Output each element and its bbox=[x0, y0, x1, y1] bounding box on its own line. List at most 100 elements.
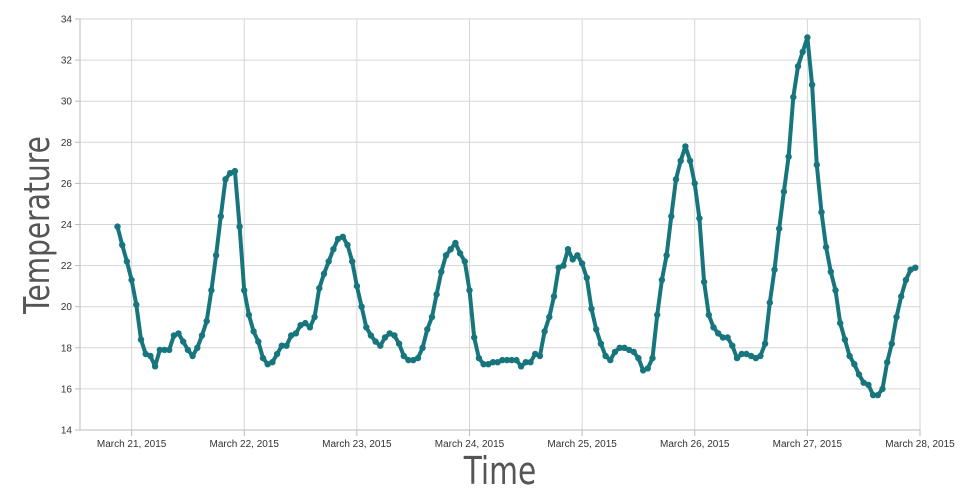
data-point bbox=[212, 252, 220, 259]
data-point bbox=[865, 381, 872, 388]
data-point bbox=[128, 276, 135, 284]
data-point bbox=[245, 311, 253, 319]
data-point bbox=[428, 313, 436, 321]
data-point bbox=[456, 250, 464, 257]
data-point bbox=[700, 278, 708, 286]
data-point bbox=[855, 371, 863, 378]
data-point bbox=[569, 256, 576, 263]
data-point bbox=[672, 176, 680, 183]
series-line bbox=[115, 35, 918, 398]
data-point bbox=[137, 336, 145, 343]
data-point bbox=[644, 365, 651, 372]
data-point bbox=[804, 34, 811, 41]
data-point bbox=[536, 352, 544, 360]
data-point bbox=[231, 167, 239, 175]
x-tick-label: March 24, 2015 bbox=[435, 439, 505, 450]
x-tick-label: March 27, 2015 bbox=[773, 439, 843, 450]
data-point bbox=[630, 348, 637, 356]
data-point bbox=[339, 233, 346, 240]
data-point bbox=[461, 258, 468, 265]
data-point bbox=[184, 346, 192, 354]
data-point bbox=[729, 342, 736, 349]
data-point bbox=[475, 354, 483, 362]
data-point bbox=[166, 346, 173, 354]
data-point bbox=[691, 180, 698, 187]
x-tick-label: March 21, 2015 bbox=[97, 439, 167, 450]
data-point bbox=[780, 188, 788, 195]
data-point bbox=[583, 274, 590, 282]
data-point bbox=[278, 342, 285, 349]
x-tick-label: March 23, 2015 bbox=[322, 439, 392, 450]
data-point bbox=[837, 319, 844, 327]
data-point bbox=[827, 268, 834, 275]
data-point bbox=[719, 334, 727, 341]
data-point bbox=[560, 262, 567, 269]
data-point bbox=[269, 359, 276, 366]
data-point bbox=[696, 215, 703, 222]
y-tick-label: 22 bbox=[61, 261, 73, 272]
data-point bbox=[776, 225, 783, 232]
data-point bbox=[682, 143, 689, 150]
data-point bbox=[705, 311, 712, 319]
data-point bbox=[757, 352, 764, 360]
data-point bbox=[541, 328, 548, 335]
data-point bbox=[381, 334, 389, 341]
data-point bbox=[874, 391, 881, 399]
data-point bbox=[597, 340, 605, 347]
data-point bbox=[724, 334, 731, 341]
data-point bbox=[668, 213, 675, 220]
data-point bbox=[395, 340, 403, 347]
data-point bbox=[898, 293, 905, 300]
data-point bbox=[663, 252, 670, 259]
data-point bbox=[813, 161, 820, 169]
data-point bbox=[686, 157, 694, 164]
x-tick-label: March 25, 2015 bbox=[547, 439, 617, 450]
data-point bbox=[616, 344, 623, 351]
data-point bbox=[306, 324, 314, 331]
data-point bbox=[822, 243, 830, 251]
data-point bbox=[349, 258, 356, 265]
data-point bbox=[480, 361, 487, 368]
y-tick-label: 18 bbox=[61, 343, 73, 354]
data-point bbox=[442, 252, 450, 259]
y-tick-label: 16 bbox=[61, 384, 73, 395]
data-point bbox=[884, 359, 891, 366]
y-tick-label: 14 bbox=[61, 426, 73, 437]
data-point bbox=[761, 340, 769, 347]
data-point bbox=[217, 213, 224, 220]
data-point bbox=[794, 63, 802, 70]
data-point bbox=[255, 338, 262, 345]
data-point bbox=[372, 338, 379, 345]
data-point bbox=[419, 344, 426, 351]
data-point bbox=[846, 352, 853, 360]
data-point bbox=[790, 93, 797, 101]
data-point bbox=[677, 157, 684, 164]
data-point bbox=[733, 354, 741, 362]
data-point bbox=[635, 354, 642, 362]
x-axis-ticks: March 21, 2015 March 22, 2015 March 23, 20… bbox=[97, 430, 955, 450]
data-point bbox=[452, 239, 459, 247]
data-point bbox=[808, 81, 816, 89]
data-point bbox=[818, 209, 825, 216]
data-point bbox=[489, 359, 497, 366]
data-point bbox=[851, 361, 858, 368]
data-point bbox=[156, 346, 163, 354]
data-point bbox=[320, 270, 328, 277]
data-point bbox=[273, 350, 281, 358]
data-point bbox=[832, 287, 839, 294]
data-point bbox=[503, 356, 511, 364]
x-axis-title: Time bbox=[463, 449, 536, 494]
data-point bbox=[302, 319, 309, 327]
y-tick-label: 26 bbox=[61, 179, 73, 190]
data-point bbox=[771, 266, 778, 273]
data-point bbox=[222, 176, 229, 183]
data-point bbox=[259, 354, 267, 362]
data-point bbox=[241, 287, 248, 294]
data-point bbox=[208, 287, 215, 294]
data-point bbox=[344, 241, 351, 249]
data-point bbox=[654, 311, 661, 319]
data-point bbox=[292, 330, 300, 337]
data-point bbox=[236, 223, 243, 230]
data-point bbox=[133, 301, 140, 308]
